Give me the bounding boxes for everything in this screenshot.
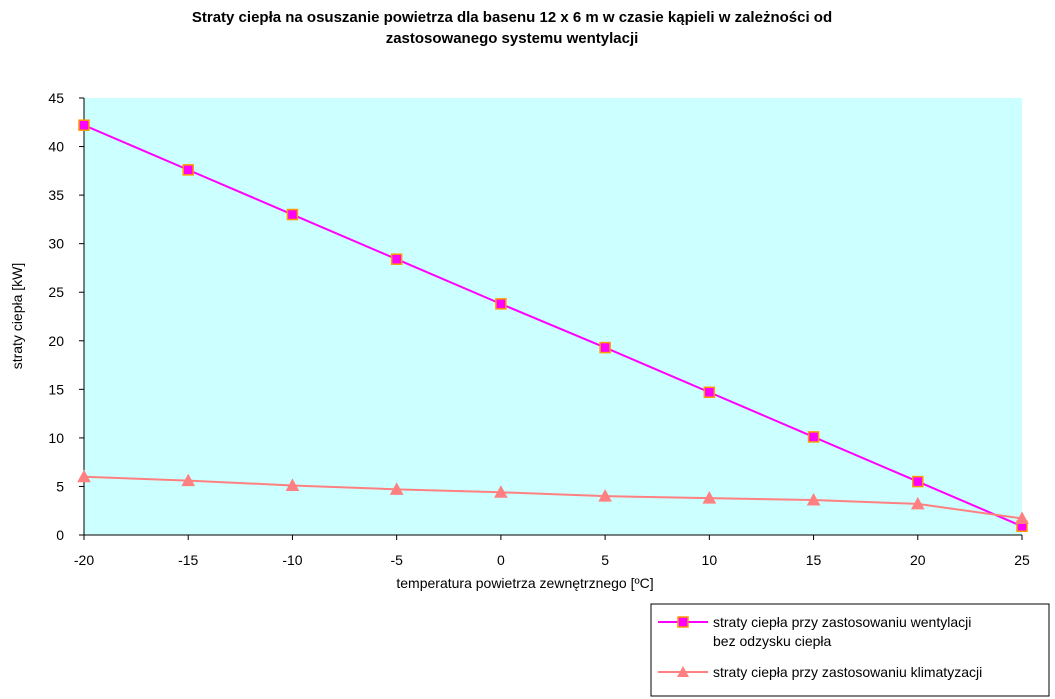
series-1-line — [83, 124, 1023, 528]
y-tick-label: 30 — [48, 236, 64, 252]
series-2-point — [181, 473, 196, 487]
series-1-point — [286, 208, 299, 221]
series-2-point — [702, 491, 717, 504]
x-tick-label: 10 — [702, 552, 718, 568]
y-tick-label: 15 — [48, 381, 64, 397]
series-1-point — [599, 341, 611, 354]
legend-label-ventilation-line-1: straty ciepła przy zastosowaniu wentylac… — [713, 614, 971, 630]
series-2-point — [285, 478, 300, 491]
series-1 — [78, 119, 1028, 533]
x-tick-label: -15 — [178, 552, 198, 568]
y-tick-label: 45 — [48, 90, 64, 106]
legend-entry-air-conditioning: straty ciepła przy zastosowaniu klimatyz… — [658, 664, 982, 680]
legend-box — [650, 603, 1050, 697]
series-1-point — [807, 431, 820, 443]
y-axis-ticks: 0 5 10 15 20 25 30 35 40 45 — [48, 90, 84, 543]
series-2 — [77, 469, 1029, 524]
x-tick-label: -20 — [74, 552, 94, 568]
legend-label-air-conditioning: straty ciepła przy zastosowaniu klimatyz… — [713, 664, 982, 680]
series-1-point — [78, 119, 90, 131]
y-tick-label: 25 — [48, 284, 64, 300]
legend-swatch-ventilation-marker — [677, 616, 689, 628]
series-2-point — [389, 482, 404, 495]
x-tick-label: 5 — [601, 552, 609, 568]
x-axis-ticks: -20 -15 -10 -5 0 5 10 15 20 25 — [74, 535, 1030, 568]
x-tick-label: 20 — [910, 552, 926, 568]
series-2-point — [910, 496, 925, 510]
y-tick-label: 10 — [48, 430, 64, 446]
series-1-point — [182, 164, 194, 176]
x-tick-label: -5 — [390, 552, 403, 568]
y-axis-title: straty ciepła [kW] — [9, 263, 25, 370]
series-2-line — [83, 475, 1023, 520]
chart-title-line-1: Straty ciepła na osuszanie powietrza dla… — [192, 9, 832, 26]
series-2-point — [1015, 511, 1029, 524]
x-tick-label: 0 — [497, 552, 505, 568]
x-axis-title: temperatura powietrza zewnętrznego [ºC] — [396, 575, 653, 591]
y-tick-label: 40 — [48, 139, 64, 155]
legend-label-ventilation-line-2: bez odzysku ciepła — [713, 633, 832, 649]
series-2-point — [598, 489, 612, 502]
series-2-point — [806, 492, 821, 506]
series-lines — [77, 119, 1029, 533]
y-tick-label: 0 — [56, 527, 64, 543]
legend-entry-ventilation: straty ciepła przy zastosowaniu wentylac… — [658, 614, 971, 649]
legend: straty ciepła przy zastosowaniu wentylac… — [650, 603, 1050, 697]
axes — [83, 98, 1022, 536]
series-1-point — [912, 475, 924, 488]
y-tick-label: 5 — [56, 478, 64, 494]
y-tick-label: 20 — [48, 333, 64, 349]
series-2-point — [494, 485, 508, 498]
x-tick-label: 15 — [806, 552, 822, 568]
series-1-point — [390, 253, 403, 265]
chart-title-line-2: zastosowanego systemu wentylacji — [386, 30, 639, 47]
series-1-point — [703, 386, 716, 398]
series-2-point — [77, 469, 91, 483]
chart-title: Straty ciepła na osuszanie powietrza dla… — [192, 9, 832, 47]
legend-swatch-ac-marker — [677, 666, 689, 677]
x-tick-label: -10 — [282, 552, 302, 568]
plot-area — [84, 98, 1022, 535]
series-1-point — [495, 298, 507, 310]
y-tick-label: 35 — [48, 187, 64, 203]
x-tick-label: 25 — [1014, 552, 1030, 568]
